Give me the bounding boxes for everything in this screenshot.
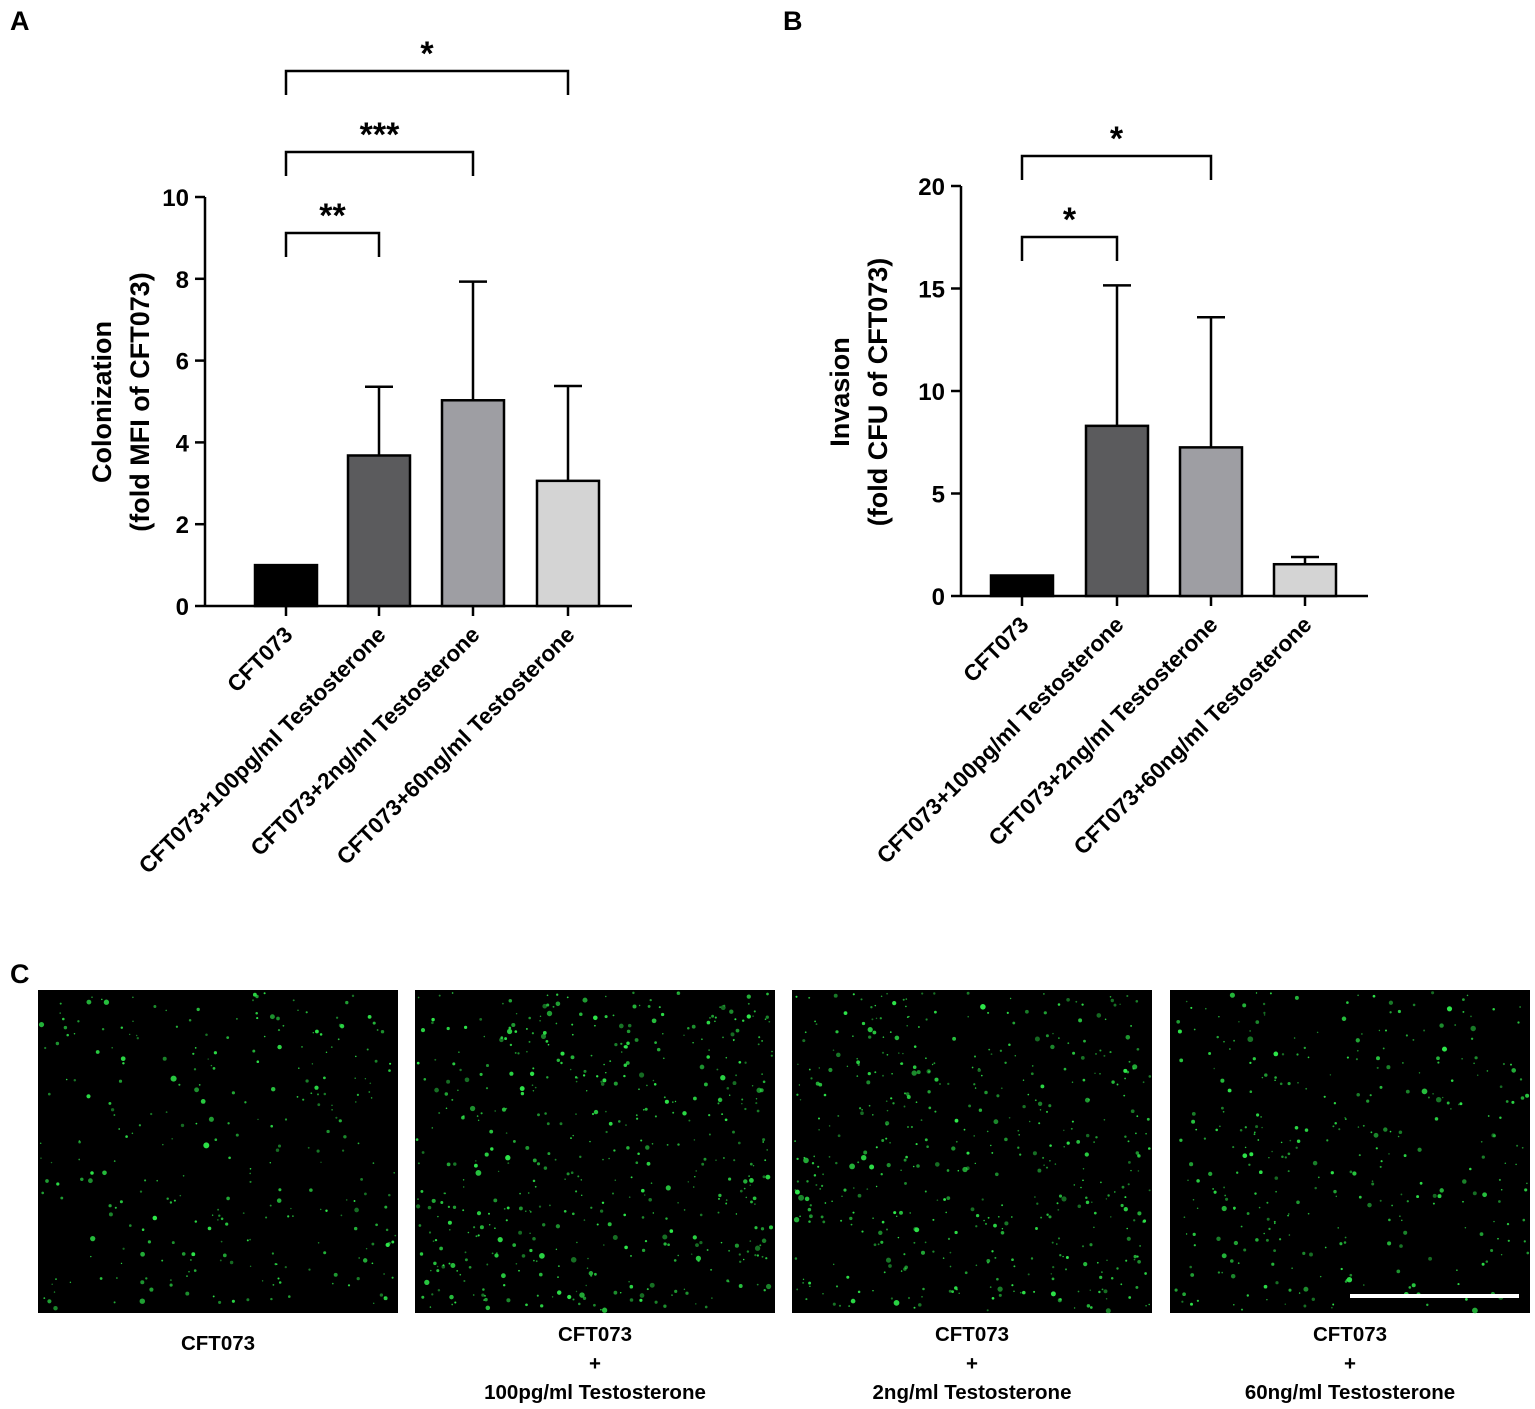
y-axis-label: Colonization bbox=[87, 321, 117, 483]
bar bbox=[440, 399, 506, 608]
micrograph-panel: CFT073 +2ng/ml Testosterone bbox=[792, 990, 1152, 1404]
fluorescent-cells bbox=[793, 991, 1152, 1314]
y-tick-label: 20 bbox=[918, 174, 945, 201]
bar bbox=[1178, 446, 1244, 598]
panel-letter-b: B bbox=[783, 6, 803, 36]
micrograph-caption: CFT073 bbox=[1313, 1323, 1387, 1346]
panel-letter-a: A bbox=[10, 6, 30, 36]
significance-label: * bbox=[420, 35, 434, 73]
bar bbox=[1084, 424, 1150, 598]
panel-letter-c: C bbox=[10, 959, 30, 989]
micrograph-caption: + bbox=[966, 1352, 978, 1375]
bar bbox=[253, 563, 319, 608]
micrograph-caption: + bbox=[589, 1352, 601, 1375]
micrograph-image bbox=[415, 990, 775, 1313]
significance-label: * bbox=[1110, 120, 1124, 158]
category-label: CFT073 bbox=[222, 622, 297, 697]
significance-bracket bbox=[284, 231, 381, 257]
y-tick-label: 4 bbox=[176, 430, 190, 457]
micrograph-panel: CFT073 +60ng/ml Testosterone bbox=[1170, 990, 1530, 1404]
category-label: CFT073 bbox=[958, 612, 1033, 687]
bar bbox=[346, 454, 412, 608]
y-tick-label: 10 bbox=[918, 379, 945, 406]
significance-label: * bbox=[1063, 201, 1077, 239]
micrograph-caption: + bbox=[1344, 1352, 1356, 1375]
y-tick-label: 0 bbox=[176, 594, 189, 621]
y-tick-label: 6 bbox=[176, 349, 189, 376]
significance-label: ** bbox=[319, 197, 346, 235]
bar bbox=[535, 479, 601, 608]
bar bbox=[1272, 562, 1338, 598]
micrograph-image bbox=[1170, 990, 1530, 1313]
y-tick-label: 5 bbox=[932, 482, 945, 509]
micrograph-image bbox=[38, 990, 398, 1313]
significance-bracket bbox=[284, 69, 570, 95]
micrograph-caption: 60ng/ml Testosterone bbox=[1245, 1381, 1455, 1404]
micrograph-image bbox=[792, 990, 1152, 1313]
micrograph-panel: CFT073 bbox=[38, 990, 398, 1355]
micrograph-caption: CFT073 bbox=[181, 1332, 255, 1355]
y-tick-label: 10 bbox=[162, 185, 189, 212]
micrograph-panel: CFT073 +100pg/ml Testosterone bbox=[415, 990, 775, 1404]
significance-label: *** bbox=[360, 116, 400, 154]
micrograph-row: CFT073 CFT073+100pg/ml TestosteroneCFT073… bbox=[38, 990, 1530, 1404]
micrograph-caption: CFT073 bbox=[935, 1323, 1009, 1346]
y-axis-label: Invasion bbox=[825, 337, 855, 447]
significance-bracket bbox=[1020, 154, 1213, 180]
significance-bracket bbox=[284, 150, 475, 176]
y-tick-label: 0 bbox=[932, 584, 945, 611]
y-tick-label: 2 bbox=[176, 512, 189, 539]
micrograph-caption: CFT073 bbox=[558, 1323, 632, 1346]
y-tick-label: 8 bbox=[176, 267, 189, 294]
fluorescent-cells bbox=[38, 992, 397, 1311]
fluorescent-cells bbox=[415, 991, 774, 1313]
y-tick-label: 15 bbox=[918, 277, 945, 304]
bar bbox=[989, 574, 1055, 598]
y-axis-label: (fold MFI of CFT073) bbox=[125, 272, 155, 531]
micrograph-caption: 2ng/ml Testosterone bbox=[873, 1381, 1072, 1404]
fluorescent-cells bbox=[1174, 991, 1530, 1314]
micrograph-caption: 100pg/ml Testosterone bbox=[484, 1381, 706, 1404]
y-axis-label: (fold CFU of CFT073) bbox=[863, 258, 893, 526]
significance-bracket bbox=[1020, 235, 1119, 261]
